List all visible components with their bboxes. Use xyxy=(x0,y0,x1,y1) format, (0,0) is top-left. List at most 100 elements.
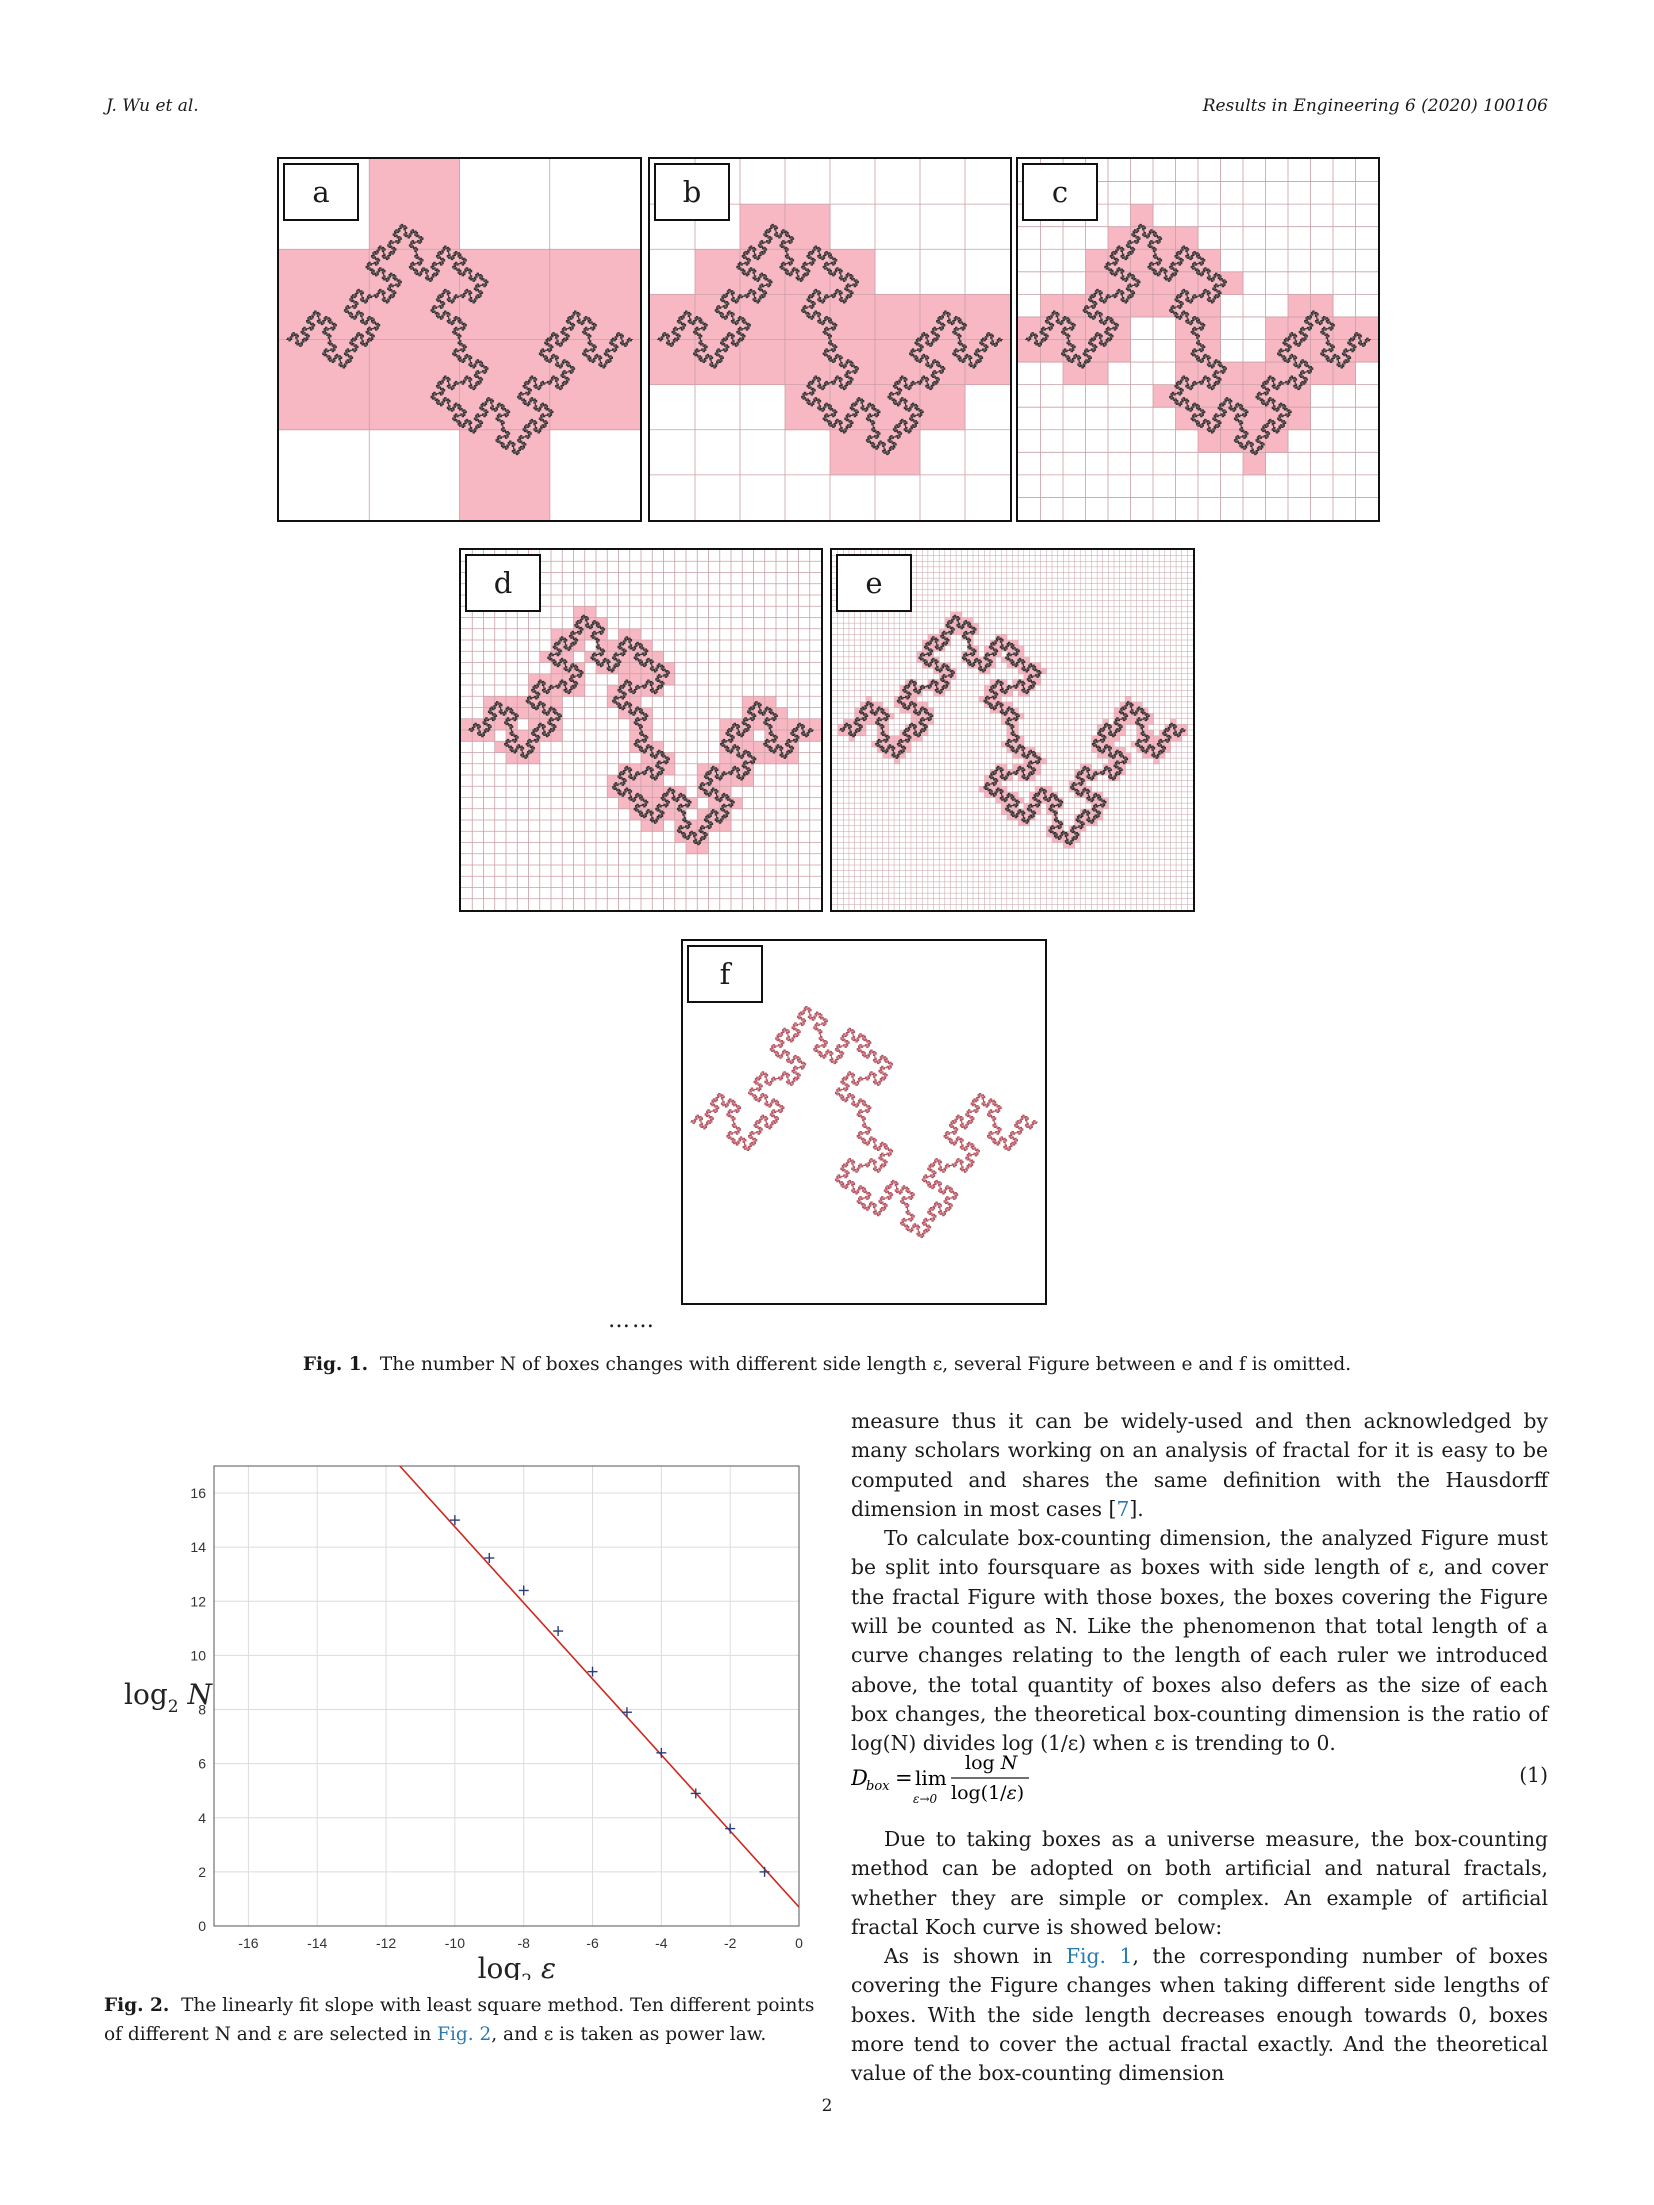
covering-box xyxy=(1018,656,1025,663)
covering-box xyxy=(719,797,732,810)
covering-box xyxy=(995,775,1002,782)
covering-box xyxy=(686,831,698,843)
covering-box xyxy=(1046,825,1053,832)
covering-box xyxy=(1108,226,1131,250)
covering-box xyxy=(1198,316,1221,340)
covering-box xyxy=(618,662,631,675)
covering-box xyxy=(1170,718,1177,725)
covering-box xyxy=(1012,656,1019,663)
covering-box xyxy=(905,730,912,737)
covering-box xyxy=(984,786,991,793)
covering-box xyxy=(461,718,473,731)
covering-box xyxy=(1288,407,1311,431)
covering-box xyxy=(1136,724,1143,731)
covering-box xyxy=(1108,758,1115,765)
figure-1-link[interactable]: Fig. 1 xyxy=(1065,1944,1133,1969)
covering-box xyxy=(939,679,946,686)
covering-box xyxy=(1159,752,1166,759)
data-point-marker xyxy=(484,1553,495,1563)
covering-box xyxy=(629,741,642,753)
covering-box xyxy=(1023,758,1030,765)
covering-box xyxy=(875,339,921,386)
covering-box xyxy=(956,611,963,618)
covering-box xyxy=(961,623,968,630)
covering-box xyxy=(573,685,586,697)
covering-box xyxy=(871,707,878,714)
covering-box xyxy=(910,685,918,692)
covering-box xyxy=(1001,713,1008,720)
covering-box xyxy=(871,718,878,725)
covering-box xyxy=(652,752,664,765)
covering-box xyxy=(1080,763,1087,770)
covering-box xyxy=(629,673,642,686)
covering-box xyxy=(731,775,743,787)
covering-box xyxy=(1046,831,1053,838)
covering-box xyxy=(830,294,876,340)
covering-box xyxy=(663,673,676,686)
covering-box xyxy=(1130,707,1138,714)
covering-box xyxy=(731,730,743,742)
covering-box xyxy=(562,673,574,686)
y-tick-label: 4 xyxy=(198,1810,206,1826)
covering-box xyxy=(1198,362,1221,386)
covering-box xyxy=(695,249,741,295)
covering-box xyxy=(742,696,754,708)
covering-box xyxy=(894,746,901,753)
covering-box xyxy=(854,707,861,714)
covering-box xyxy=(1102,797,1109,804)
covering-box xyxy=(562,640,574,652)
covering-box xyxy=(848,730,856,737)
covering-box xyxy=(967,617,974,624)
covering-box xyxy=(1175,226,1199,250)
covering-box xyxy=(607,775,619,787)
y-tick-label: 16 xyxy=(190,1485,206,1501)
covering-box xyxy=(1125,696,1132,703)
covering-box xyxy=(877,735,884,742)
covering-box xyxy=(1114,707,1121,714)
covering-box xyxy=(905,746,912,753)
covering-box xyxy=(1018,668,1025,675)
covering-box xyxy=(1102,746,1109,753)
covering-box xyxy=(764,752,777,765)
covering-box xyxy=(1018,713,1025,720)
covering-box xyxy=(1119,769,1126,776)
covering-box xyxy=(652,820,664,832)
covering-box xyxy=(877,707,884,714)
covering-box xyxy=(989,662,997,669)
covering-box xyxy=(1147,752,1155,759)
data-point-marker xyxy=(553,1626,564,1637)
data-point-marker xyxy=(759,1866,770,1877)
covering-box xyxy=(1265,384,1289,408)
covering-box xyxy=(905,707,912,714)
covering-box xyxy=(1102,730,1109,737)
covering-box xyxy=(950,611,957,618)
covering-box xyxy=(1051,820,1059,827)
covering-box xyxy=(950,628,957,635)
covering-box xyxy=(663,808,676,821)
ref-7-link[interactable]: 7 xyxy=(1116,1496,1130,1521)
covering-box xyxy=(1091,808,1098,815)
x-tick-label: -10 xyxy=(445,1935,465,1951)
covering-box xyxy=(1198,294,1221,318)
covering-box xyxy=(1130,294,1154,318)
covering-box xyxy=(1006,724,1013,731)
covering-box xyxy=(1091,746,1098,753)
y-tick-label: 0 xyxy=(198,1918,206,1934)
covering-box xyxy=(1006,814,1013,821)
covering-box xyxy=(528,718,541,731)
covering-box xyxy=(1001,640,1008,647)
covering-box xyxy=(882,718,889,725)
covering-box xyxy=(1006,797,1013,804)
covering-box xyxy=(1198,249,1221,273)
covering-box xyxy=(967,640,974,647)
covering-box xyxy=(1130,718,1138,725)
covering-box xyxy=(1001,808,1008,815)
covering-box xyxy=(950,668,957,675)
covering-box xyxy=(573,673,586,686)
covering-box xyxy=(1265,339,1289,363)
covering-box xyxy=(1091,820,1098,827)
covering-box xyxy=(731,752,743,765)
figure-2-link[interactable]: Fig. 2 xyxy=(437,2024,492,2045)
covering-box xyxy=(753,741,766,753)
covering-box xyxy=(973,628,980,635)
